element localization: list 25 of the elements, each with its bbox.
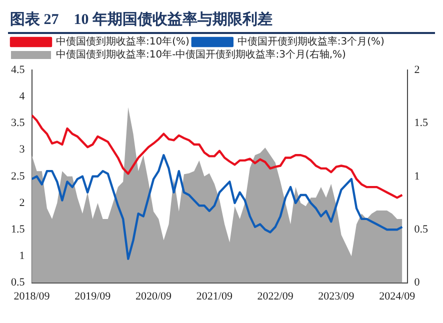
x-tick-label: 2022/09: [257, 290, 294, 302]
x-tick-label: 2020/09: [136, 290, 172, 302]
y-tick-label: 1: [19, 250, 25, 262]
y2-tick-label: 1.5: [414, 117, 428, 130]
legend-label: 中债国开债到期收益率:3个月(%): [237, 36, 385, 48]
x-tick-label: 2024/09: [379, 290, 416, 302]
y2-tick-label: 0.5: [414, 223, 428, 236]
x-tick-label: 2021/09: [196, 290, 233, 302]
y-tick-label: 3: [19, 144, 26, 156]
y2-tick-label: 2: [414, 64, 420, 76]
x-tick-label: 2019/09: [74, 290, 112, 302]
y-tick-label: 1.5: [11, 223, 26, 236]
y-tick-label: 2.5: [11, 170, 26, 182]
y-tick-label: 4.5: [11, 64, 26, 76]
y-tick-label: 2: [19, 196, 25, 209]
chart-title: 图表 27 10 年期国债收益率与期限利差: [8, 8, 435, 34]
x-tick-label: 2018/09: [14, 290, 50, 302]
y-tick-label: 4: [19, 90, 26, 102]
y-tick-label: 3.5: [11, 117, 26, 130]
legend-label: 中债国债到期收益率:10年(%): [56, 36, 190, 48]
y2-tick-label: 1: [414, 170, 420, 182]
legend-label: 中债国债到期收益率:10年-中债国开债到期收益率:3个月(右轴,%): [56, 48, 346, 61]
y-tick-label: 0.5: [11, 276, 26, 289]
x-tick-label: 2023/09: [318, 290, 355, 302]
y2-tick-label: 0: [414, 276, 420, 289]
